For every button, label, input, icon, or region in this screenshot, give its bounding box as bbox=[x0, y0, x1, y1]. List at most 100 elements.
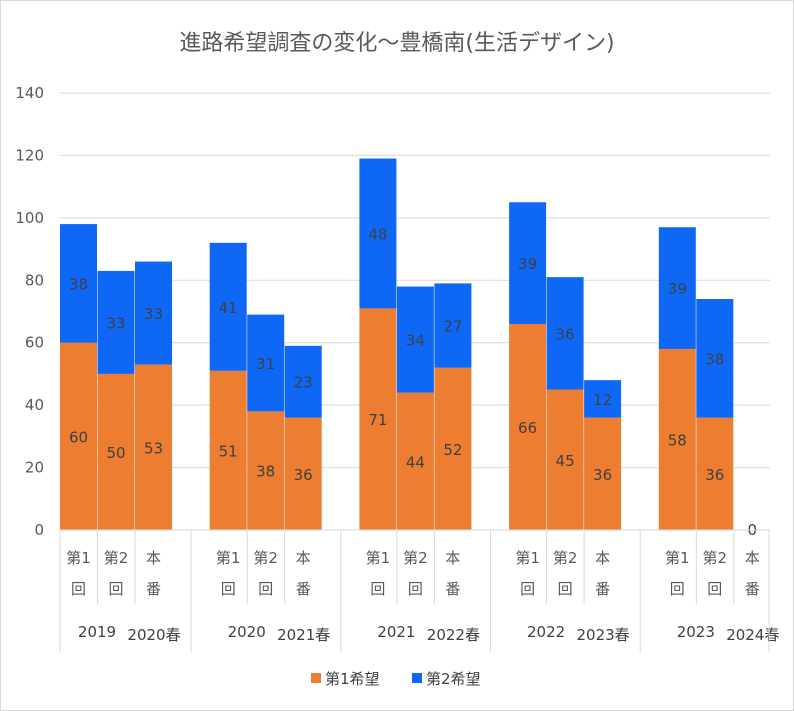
bar-second-choice-2022-1 bbox=[509, 202, 547, 324]
category-label-line1: 第1 bbox=[66, 549, 91, 567]
data-label-second-choice: 12 bbox=[593, 391, 612, 409]
category-label-line2: 回 bbox=[558, 580, 573, 598]
bar-first-choice-2019-2 bbox=[97, 373, 135, 530]
data-label-first-choice: 38 bbox=[256, 463, 275, 481]
data-label-second-choice: 33 bbox=[144, 305, 163, 323]
category-label-line1: 本 bbox=[445, 549, 460, 567]
bar-first-choice-2021-3 bbox=[434, 367, 472, 530]
bar-second-choice-2019-2 bbox=[97, 270, 135, 374]
data-label-first-choice: 36 bbox=[593, 466, 612, 484]
data-label-first-choice: 36 bbox=[705, 466, 724, 484]
category-label-line1: 第2 bbox=[703, 549, 728, 567]
category-label-line2: 回 bbox=[221, 580, 236, 598]
bar-first-choice-2019-1 bbox=[60, 342, 97, 530]
category-label-line1: 本 bbox=[745, 549, 760, 567]
bar-second-choice-2021-1 bbox=[359, 158, 397, 309]
year-label-2022: 2022 bbox=[527, 623, 565, 641]
season-label-2023春: 2023春 bbox=[577, 626, 630, 644]
bar-first-choice-2019-3 bbox=[135, 364, 172, 530]
bar-second-choice-2019-1 bbox=[60, 224, 97, 343]
data-label-second-choice: 38 bbox=[69, 275, 88, 293]
data-label-first-choice: 66 bbox=[518, 419, 537, 437]
y-tick-label-40: 40 bbox=[25, 396, 44, 414]
bar-first-choice-2022-2 bbox=[546, 389, 584, 530]
category-label-line1: 本 bbox=[146, 549, 161, 567]
data-label-first-choice: 58 bbox=[668, 431, 687, 449]
bar-first-choice-2022-3 bbox=[584, 417, 622, 530]
bar-second-choice-2023-1 bbox=[658, 227, 696, 349]
category-label-line1: 本 bbox=[595, 549, 610, 567]
category-label-line1: 第1 bbox=[665, 549, 690, 567]
y-axis-ticks: 0 20 40 60 80 100 120 140 bbox=[15, 84, 44, 539]
bar-first-choice-2022-1 bbox=[509, 323, 547, 530]
y-tick-label-20: 20 bbox=[25, 459, 44, 477]
bars bbox=[60, 158, 734, 530]
category-label-line1: 第2 bbox=[253, 549, 278, 567]
y-tick-label-0: 0 bbox=[34, 521, 44, 539]
bar-first-choice-2020-3 bbox=[284, 417, 322, 530]
data-label-first-choice: 71 bbox=[368, 411, 387, 429]
legend: 第1希望 第2希望 bbox=[311, 670, 481, 688]
data-labels: 60 38 50 33 53 33 51 41 38 31 36 23 71 48 44 34 52 27 66 39… bbox=[69, 225, 757, 539]
category-label-line1: 第2 bbox=[553, 549, 578, 567]
bar-second-choice-2019-3 bbox=[135, 261, 172, 365]
category-label-line1: 第1 bbox=[366, 549, 391, 567]
category-label-line1: 第2 bbox=[104, 549, 129, 567]
bar-second-choice-2021-2 bbox=[396, 286, 434, 393]
bar-first-choice-2020-2 bbox=[247, 411, 285, 530]
bar-first-choice-2023-2 bbox=[696, 417, 734, 530]
category-label-line2: 番 bbox=[595, 580, 610, 598]
data-label-first-choice: 45 bbox=[556, 452, 575, 470]
bar-second-choice-2021-3 bbox=[434, 283, 472, 368]
bar-first-choice-2023-1 bbox=[658, 348, 696, 530]
legend-label-second-choice: 第2希望 bbox=[426, 670, 481, 688]
data-label-second-choice: 48 bbox=[368, 225, 387, 243]
year-label-2021: 2021 bbox=[377, 623, 415, 641]
data-label-first-choice: 53 bbox=[144, 439, 163, 457]
category-label-line2: 番 bbox=[146, 580, 161, 598]
chart-title: 進路希望調査の変化〜豊橋南(生活デザイン) bbox=[179, 31, 614, 56]
season-label-2021春: 2021春 bbox=[277, 626, 330, 644]
data-label-second-choice: 39 bbox=[668, 280, 687, 298]
y-tick-label-120: 120 bbox=[15, 146, 44, 164]
category-label-line1: 本 bbox=[296, 549, 311, 567]
data-label-second-choice: 31 bbox=[256, 355, 275, 373]
y-tick-label-140: 140 bbox=[15, 84, 44, 102]
data-label-second-choice: 38 bbox=[705, 350, 724, 368]
data-label-first-choice: 44 bbox=[406, 453, 425, 471]
data-label-first-choice: 50 bbox=[106, 444, 125, 462]
year-label-2020: 2020 bbox=[228, 623, 266, 641]
data-label-second-choice: 34 bbox=[406, 332, 425, 350]
category-label-line1: 第1 bbox=[515, 549, 540, 567]
category-label-line2: 回 bbox=[670, 580, 685, 598]
data-label-first-choice: 51 bbox=[219, 442, 238, 460]
season-label-2024春: 2024春 bbox=[726, 626, 779, 644]
year-label-2023: 2023 bbox=[677, 623, 715, 641]
category-label-line2: 回 bbox=[707, 580, 722, 598]
category-label-line2: 番 bbox=[296, 580, 311, 598]
legend-swatch-second-choice bbox=[412, 673, 422, 683]
year-label-2019: 2019 bbox=[78, 623, 116, 641]
bar-first-choice-2021-2 bbox=[396, 392, 434, 530]
data-label-first-choice: 36 bbox=[294, 466, 313, 484]
bar-second-choice-2020-1 bbox=[209, 242, 247, 371]
data-label-second-choice: 36 bbox=[556, 325, 575, 343]
data-label-first-choice: 60 bbox=[69, 428, 88, 446]
bar-second-choice-2022-3 bbox=[584, 380, 622, 418]
bar-second-choice-2023-2 bbox=[696, 299, 734, 418]
category-label-line2: 回 bbox=[408, 580, 423, 598]
category-label-line2: 回 bbox=[258, 580, 273, 598]
category-label-line1: 第1 bbox=[216, 549, 241, 567]
data-label-second-choice: 41 bbox=[219, 299, 238, 317]
data-label-second-choice: 33 bbox=[106, 314, 125, 332]
season-label-2022春: 2022春 bbox=[427, 626, 480, 644]
category-label-line1: 第2 bbox=[403, 549, 428, 567]
category-label-line2: 回 bbox=[520, 580, 535, 598]
bar-second-choice-2020-2 bbox=[247, 314, 285, 412]
data-label-second-choice: 39 bbox=[518, 255, 537, 273]
season-label-2020春: 2020春 bbox=[127, 626, 180, 644]
data-label-second-choice: 27 bbox=[443, 318, 462, 336]
data-label-first-choice: 52 bbox=[443, 441, 462, 459]
